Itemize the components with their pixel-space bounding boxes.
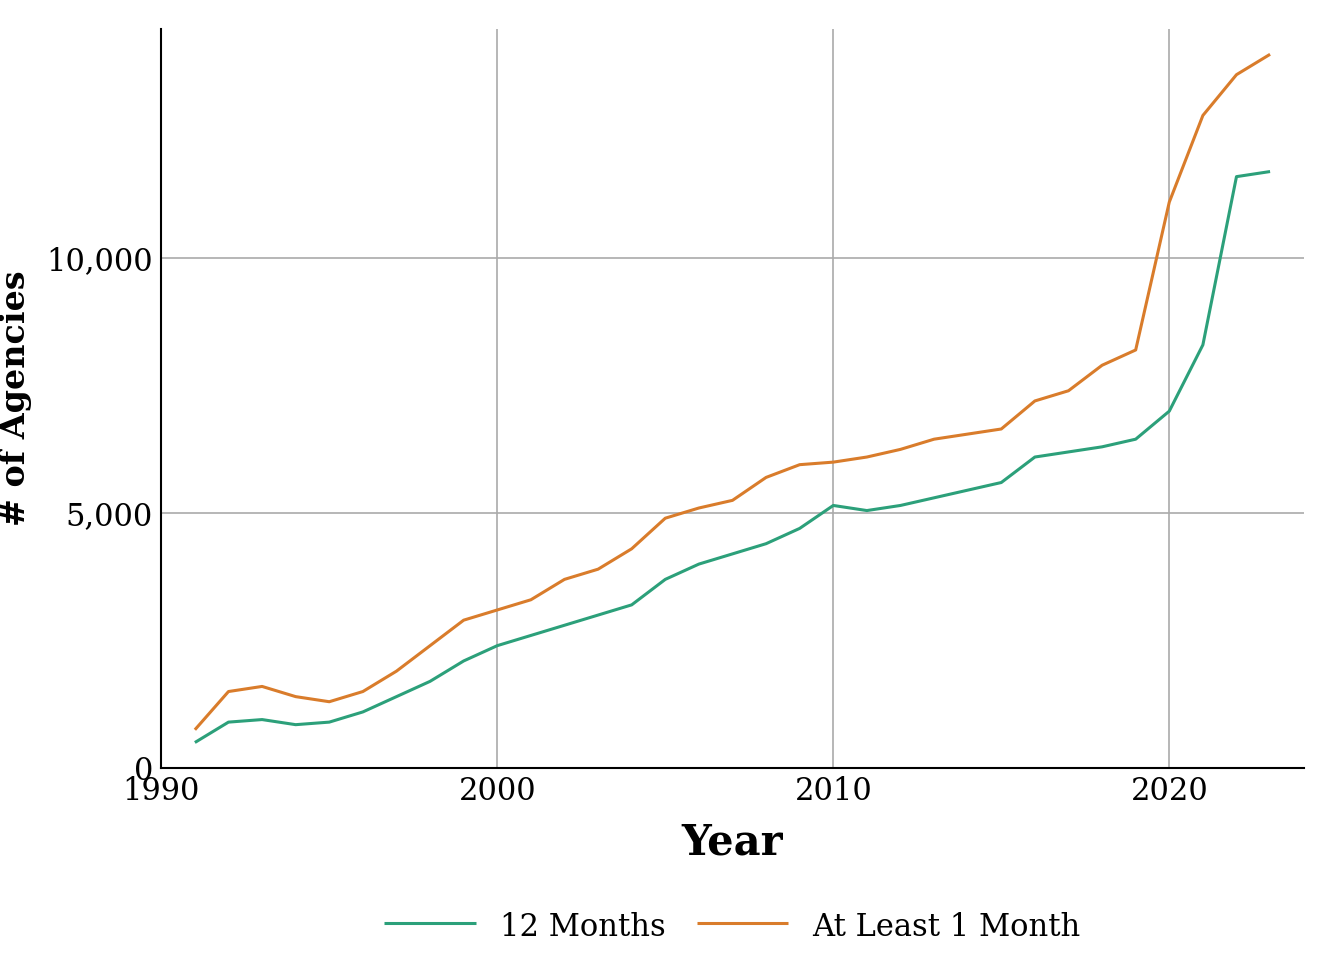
12 Months bbox=[1094, 441, 1110, 452]
At Least 1 Month bbox=[355, 685, 371, 697]
At Least 1 Month bbox=[960, 428, 976, 440]
12 Months bbox=[657, 574, 673, 586]
12 Months bbox=[254, 714, 270, 726]
At Least 1 Month bbox=[825, 456, 841, 468]
12 Months bbox=[960, 485, 976, 496]
At Least 1 Month bbox=[1262, 49, 1278, 60]
At Least 1 Month bbox=[1094, 359, 1110, 371]
At Least 1 Month bbox=[254, 681, 270, 692]
12 Months bbox=[1195, 339, 1211, 350]
At Least 1 Month bbox=[187, 724, 203, 735]
12 Months bbox=[859, 505, 875, 516]
At Least 1 Month bbox=[624, 543, 640, 555]
12 Months bbox=[489, 640, 505, 652]
At Least 1 Month bbox=[691, 502, 707, 514]
At Least 1 Month bbox=[724, 494, 741, 506]
Line: 12 Months: 12 Months bbox=[195, 172, 1270, 742]
At Least 1 Month bbox=[792, 459, 808, 470]
At Least 1 Month bbox=[993, 423, 1009, 435]
12 Months bbox=[220, 716, 237, 728]
Y-axis label: # of Agencies: # of Agencies bbox=[0, 271, 32, 526]
At Least 1 Month bbox=[523, 594, 539, 606]
12 Months bbox=[422, 676, 438, 687]
12 Months bbox=[792, 522, 808, 534]
12 Months bbox=[288, 719, 304, 731]
At Least 1 Month bbox=[892, 444, 909, 455]
At Least 1 Month bbox=[590, 564, 606, 575]
12 Months bbox=[1228, 171, 1245, 182]
12 Months bbox=[1262, 166, 1278, 178]
12 Months bbox=[993, 477, 1009, 489]
At Least 1 Month bbox=[859, 451, 875, 463]
At Least 1 Month bbox=[926, 433, 942, 444]
12 Months bbox=[624, 599, 640, 611]
12 Months bbox=[187, 736, 203, 748]
X-axis label: Year: Year bbox=[681, 821, 784, 863]
12 Months bbox=[892, 500, 909, 512]
At Least 1 Month bbox=[1027, 396, 1043, 407]
At Least 1 Month bbox=[1228, 69, 1245, 81]
At Least 1 Month bbox=[556, 574, 573, 586]
12 Months bbox=[1027, 451, 1043, 463]
At Least 1 Month bbox=[220, 685, 237, 697]
12 Months bbox=[523, 630, 539, 641]
12 Months bbox=[388, 691, 405, 703]
12 Months bbox=[590, 610, 606, 621]
At Least 1 Month bbox=[1060, 385, 1077, 396]
12 Months bbox=[1060, 446, 1077, 458]
At Least 1 Month bbox=[288, 691, 304, 703]
Legend: 12 Months, At Least 1 Month: 12 Months, At Least 1 Month bbox=[372, 898, 1093, 955]
12 Months bbox=[825, 500, 841, 512]
At Least 1 Month bbox=[321, 696, 337, 708]
12 Months bbox=[758, 538, 774, 549]
12 Months bbox=[556, 619, 573, 631]
12 Months bbox=[456, 655, 472, 666]
At Least 1 Month bbox=[489, 604, 505, 615]
At Least 1 Month bbox=[422, 640, 438, 652]
12 Months bbox=[691, 559, 707, 570]
12 Months bbox=[1161, 405, 1177, 417]
At Least 1 Month bbox=[657, 513, 673, 524]
At Least 1 Month bbox=[1128, 345, 1144, 356]
12 Months bbox=[321, 716, 337, 728]
12 Months bbox=[1128, 433, 1144, 444]
Line: At Least 1 Month: At Least 1 Month bbox=[195, 55, 1270, 730]
At Least 1 Month bbox=[388, 665, 405, 677]
At Least 1 Month bbox=[758, 471, 774, 483]
At Least 1 Month bbox=[1161, 197, 1177, 208]
12 Months bbox=[355, 707, 371, 718]
At Least 1 Month bbox=[456, 614, 472, 626]
At Least 1 Month bbox=[1195, 109, 1211, 121]
12 Months bbox=[724, 548, 741, 560]
12 Months bbox=[926, 492, 942, 504]
